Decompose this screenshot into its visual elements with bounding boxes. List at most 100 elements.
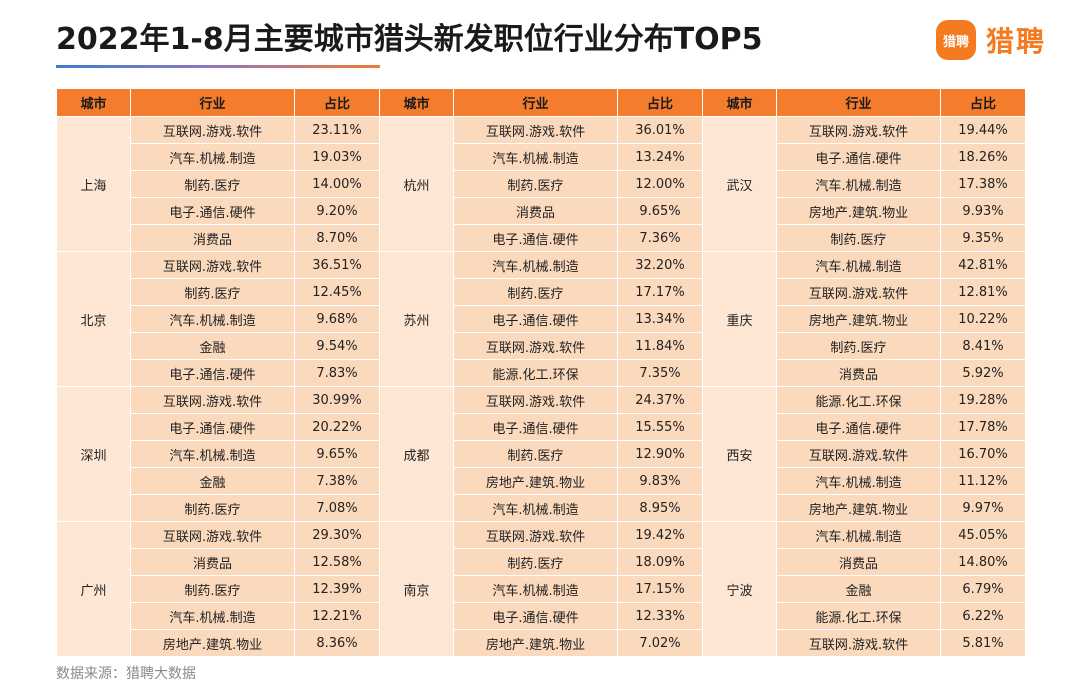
table-row: 深圳 互联网.游戏.软件 30.99% (56, 386, 380, 522)
industry-cell: 制药.医疗 (130, 494, 295, 522)
share-cell: 7.38% (294, 467, 380, 495)
industry-cell: 汽车.机械.制造 (776, 521, 941, 549)
share-cell: 9.65% (617, 197, 703, 225)
industry-cell: 互联网.游戏.软件 (453, 521, 618, 549)
industry-cell: 电子.通信.硬件 (453, 305, 618, 333)
share-cell: 15.55% (617, 413, 703, 441)
industry-cell: 互联网.游戏.软件 (776, 629, 941, 657)
share-cell: 12.39% (294, 575, 380, 603)
industry-cell: 房地产.建筑.物业 (453, 467, 618, 495)
industry-cell: 消费品 (776, 359, 941, 387)
table-row: 制药.医疗 12.00% (380, 170, 703, 198)
brand-logo: 猎聘 猎聘 (936, 20, 1046, 60)
industry-cell: 互联网.游戏.软件 (453, 332, 618, 360)
industry-cell: 汽车.机械.制造 (130, 440, 295, 468)
table-row: 武汉 互联网.游戏.软件 19.44% (702, 116, 1026, 252)
table-row: 金融 7.38% (57, 467, 380, 495)
industry-cell: 能源.化工.环保 (776, 386, 941, 414)
share-cell: 9.97% (940, 494, 1026, 522)
industry-cell: 制药.医疗 (453, 170, 618, 198)
table-row: 房地产.建筑.物业 9.97% (703, 494, 1026, 522)
share-cell: 17.38% (940, 170, 1026, 198)
share-cell: 18.09% (617, 548, 703, 576)
industry-cell: 房地产.建筑.物业 (130, 629, 295, 657)
table-row: 房地产.建筑.物业 7.02% (380, 629, 703, 657)
column-header: 城市 (379, 88, 454, 117)
share-cell: 19.03% (294, 143, 380, 171)
city-cell: 杭州 (379, 116, 454, 252)
industry-cell: 房地产.建筑.物业 (776, 305, 941, 333)
share-cell: 36.51% (294, 251, 380, 279)
table-row: 广州 互联网.游戏.软件 29.30% (56, 521, 380, 657)
share-cell: 12.21% (294, 602, 380, 630)
share-cell: 7.02% (617, 629, 703, 657)
industry-cell: 金融 (776, 575, 941, 603)
table-row: 电子.通信.硬件 18.26% (703, 143, 1026, 171)
table-row: 消费品 9.65% (380, 197, 703, 225)
table-row: 汽车.机械.制造 8.95% (380, 494, 703, 522)
table-row: 房地产.建筑.物业 8.36% (57, 629, 380, 657)
industry-cell: 金融 (130, 467, 295, 495)
share-cell: 11.12% (940, 467, 1026, 495)
industry-cell: 能源.化工.环保 (453, 359, 618, 387)
table-row: 电子.通信.硬件 9.20% (57, 197, 380, 225)
industry-cell: 互联网.游戏.软件 (776, 278, 941, 306)
share-cell: 30.99% (294, 386, 380, 414)
table-row: 能源.化工.环保 7.35% (380, 359, 703, 387)
share-cell: 24.37% (617, 386, 703, 414)
share-cell: 45.05% (940, 521, 1026, 549)
city-cell: 重庆 (702, 251, 777, 387)
industry-cell: 房地产.建筑.物业 (453, 629, 618, 657)
industry-cell: 电子.通信.硬件 (453, 224, 618, 252)
table-row: 消费品 8.70% (57, 224, 380, 252)
industry-cell: 制药.医疗 (453, 440, 618, 468)
share-cell: 10.22% (940, 305, 1026, 333)
table-row: 成都 互联网.游戏.软件 24.37% (379, 386, 703, 522)
column-header: 占比 (617, 88, 703, 117)
table-row: 电子.通信.硬件 12.33% (380, 602, 703, 630)
liepin-logo-icon: 猎聘 (936, 20, 976, 60)
industry-cell: 互联网.游戏.软件 (130, 386, 295, 414)
table-row: 能源.化工.环保 6.22% (703, 602, 1026, 630)
share-cell: 8.36% (294, 629, 380, 657)
share-cell: 9.20% (294, 197, 380, 225)
industry-cell: 消费品 (453, 197, 618, 225)
title-underline (56, 65, 380, 68)
industry-table: 城市 行业 占比 上海 互联网.游戏.软件 23.11% 汽车.机械.制造 19.03% 制药.… (56, 88, 1026, 657)
share-cell: 17.78% (940, 413, 1026, 441)
data-source-note: 数据来源：猎聘大数据 (56, 666, 196, 682)
table-row: 制药.医疗 12.45% (57, 278, 380, 306)
city-cell: 南京 (379, 521, 454, 657)
table-row: 汽车.机械.制造 12.21% (57, 602, 380, 630)
industry-cell: 汽车.机械.制造 (453, 251, 618, 279)
share-cell: 9.93% (940, 197, 1026, 225)
table-row: 互联网.游戏.软件 11.84% (380, 332, 703, 360)
share-cell: 8.70% (294, 224, 380, 252)
table-row: 金融 9.54% (57, 332, 380, 360)
table-row: 汽车.机械.制造 13.24% (380, 143, 703, 171)
share-cell: 42.81% (940, 251, 1026, 279)
industry-cell: 能源.化工.环保 (776, 602, 941, 630)
industry-cell: 互联网.游戏.软件 (776, 116, 941, 144)
industry-cell: 互联网.游戏.软件 (453, 116, 618, 144)
industry-cell: 金融 (130, 332, 295, 360)
share-cell: 9.68% (294, 305, 380, 333)
table-row: 互联网.游戏.软件 12.81% (703, 278, 1026, 306)
industry-cell: 房地产.建筑.物业 (776, 197, 941, 225)
industry-cell: 互联网.游戏.软件 (130, 116, 295, 144)
table-row: 汽车.机械.制造 9.68% (57, 305, 380, 333)
city-cell: 深圳 (56, 386, 131, 522)
city-cell: 广州 (56, 521, 131, 657)
logo-text: 猎聘 (986, 25, 1047, 58)
share-cell: 5.81% (940, 629, 1026, 657)
share-cell: 7.83% (294, 359, 380, 387)
table-row: 汽车.机械.制造 9.65% (57, 440, 380, 468)
table-block: 城市 行业 占比 上海 互联网.游戏.软件 23.11% 汽车.机械.制造 19.03% 制药.… (56, 88, 380, 657)
share-cell: 19.42% (617, 521, 703, 549)
share-cell: 12.90% (617, 440, 703, 468)
share-cell: 9.35% (940, 224, 1026, 252)
industry-cell: 电子.通信.硬件 (776, 413, 941, 441)
table-row: 南京 互联网.游戏.软件 19.42% (379, 521, 703, 657)
industry-cell: 互联网.游戏.软件 (130, 521, 295, 549)
industry-cell: 制药.医疗 (453, 278, 618, 306)
